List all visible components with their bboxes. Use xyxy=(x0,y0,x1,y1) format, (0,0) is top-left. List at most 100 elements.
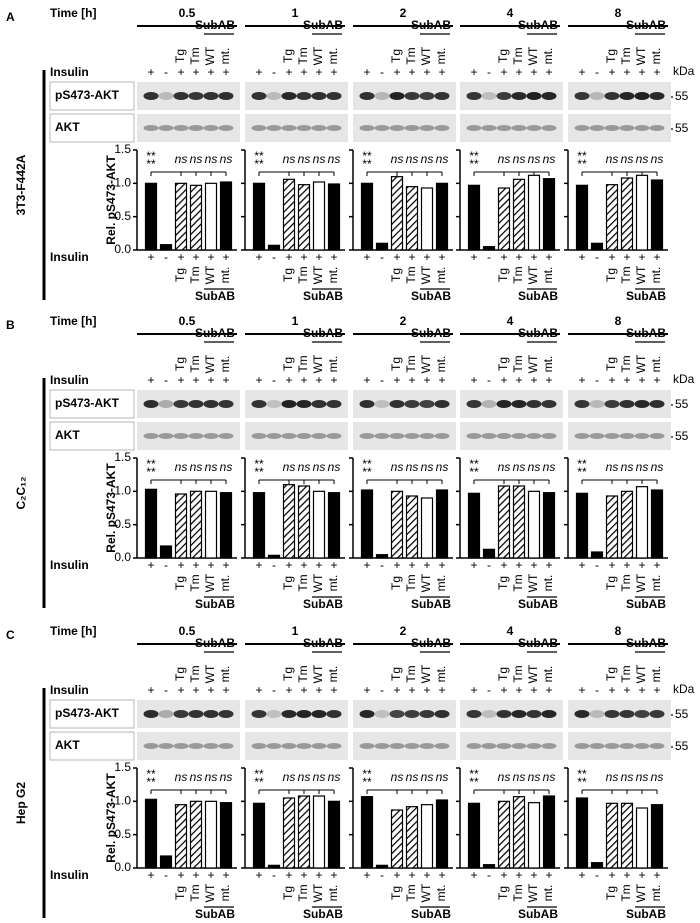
total-band xyxy=(404,125,420,131)
significance: ** xyxy=(146,157,156,171)
insulin-sign: - xyxy=(380,558,384,572)
ns-label: ns xyxy=(283,460,296,474)
treatment-label: mt. xyxy=(541,267,555,284)
total-band xyxy=(281,743,297,749)
phospho-band xyxy=(481,400,497,408)
total-band xyxy=(604,433,620,439)
ns-label: ns xyxy=(391,152,404,166)
ns-label: ns xyxy=(436,770,449,784)
total-band xyxy=(311,433,327,439)
significance: ** xyxy=(254,465,264,479)
subab-label: SubAB xyxy=(303,907,343,921)
subab-label: SubAB xyxy=(303,597,343,611)
panel-letter: C xyxy=(6,628,15,642)
insulin-sign: + xyxy=(423,868,430,882)
insulin-sign: + xyxy=(545,250,552,264)
phospho-band xyxy=(511,92,527,100)
insulin-sign: + xyxy=(545,868,552,882)
ns-label: ns xyxy=(313,152,326,166)
insulin-sign: + xyxy=(608,373,615,387)
insulin-sign: + xyxy=(315,373,322,387)
phospho-band xyxy=(466,400,482,408)
phospho-band xyxy=(173,400,189,408)
insulin-sign: + xyxy=(207,683,214,697)
treatment-label: Tm xyxy=(296,355,310,372)
insulin-sign: + xyxy=(408,683,415,697)
treatment-label: Tg xyxy=(496,268,510,282)
treatment-label: WT xyxy=(526,265,540,284)
ns-label: ns xyxy=(513,460,526,474)
bar xyxy=(435,799,449,869)
bar xyxy=(144,798,158,869)
treatment-label: WT xyxy=(311,883,325,902)
ns-label: ns xyxy=(421,460,434,474)
insulin-sign: + xyxy=(192,683,199,697)
total-band xyxy=(496,433,512,439)
bar xyxy=(542,795,556,869)
bar xyxy=(527,802,541,869)
insulin-sign: + xyxy=(515,373,522,387)
insulin-sign: + xyxy=(423,373,430,387)
insulin-sign: + xyxy=(530,868,537,882)
time-value: 0.5 xyxy=(179,6,196,20)
treatment-label: Tm xyxy=(188,266,202,283)
bar xyxy=(575,184,589,251)
treatment-label: Tm xyxy=(188,884,202,901)
insulin-sign: + xyxy=(623,868,630,882)
total-band xyxy=(574,743,590,749)
treatment-label: WT xyxy=(203,265,217,284)
insulin-sign: - xyxy=(272,250,276,264)
significance: ** xyxy=(577,775,587,789)
marker-label: 55 xyxy=(675,739,689,753)
phospho-band xyxy=(281,400,297,408)
insulin-sign: + xyxy=(285,558,292,572)
treatment-label: Tg xyxy=(389,49,403,63)
insulin-sign: + xyxy=(177,65,184,79)
treatment-label: mt. xyxy=(434,885,448,902)
bar xyxy=(144,488,158,559)
subab-label: SubAB xyxy=(411,18,451,32)
total-band xyxy=(173,433,189,439)
total-band xyxy=(481,125,497,131)
blot-label: AKT xyxy=(55,428,80,442)
insulin-sign: + xyxy=(638,65,645,79)
insulin-sign: + xyxy=(530,65,537,79)
bar xyxy=(282,484,296,559)
bar xyxy=(575,492,589,559)
bar xyxy=(467,492,481,559)
ns-label: ns xyxy=(621,460,634,474)
total-band xyxy=(389,125,405,131)
bar xyxy=(219,802,233,869)
insulin-sign: + xyxy=(393,868,400,882)
ns-label: ns xyxy=(651,770,664,784)
insulin-sign: + xyxy=(653,868,660,882)
insulin-sign: + xyxy=(363,65,370,79)
insulin-sign: + xyxy=(393,558,400,572)
treatment-label: mt. xyxy=(649,885,663,902)
phospho-band xyxy=(589,92,605,100)
treatment-label: mt. xyxy=(218,48,232,65)
treatment-label: Tg xyxy=(281,667,295,681)
total-band xyxy=(266,743,282,749)
phospho-band xyxy=(374,710,390,718)
total-band xyxy=(619,433,635,439)
y-tick-label: 0.5 xyxy=(114,827,131,841)
phospho-band xyxy=(511,710,527,718)
insulin-sign: + xyxy=(330,65,337,79)
insulin-sign: + xyxy=(515,683,522,697)
insulin-sign: + xyxy=(638,558,645,572)
bar xyxy=(375,864,389,869)
bar xyxy=(482,246,496,251)
significance: ** xyxy=(469,465,479,479)
bar xyxy=(189,490,203,559)
bar xyxy=(297,184,311,251)
bar xyxy=(312,181,326,251)
phospho-band xyxy=(296,92,312,100)
treatment-label: WT xyxy=(419,883,433,902)
insulin-sign: + xyxy=(363,250,370,264)
total-band xyxy=(634,743,650,749)
phospho-band xyxy=(541,400,557,408)
kda-label: kDa xyxy=(673,682,695,696)
insulin-sign: - xyxy=(164,558,168,572)
bar xyxy=(312,490,326,559)
